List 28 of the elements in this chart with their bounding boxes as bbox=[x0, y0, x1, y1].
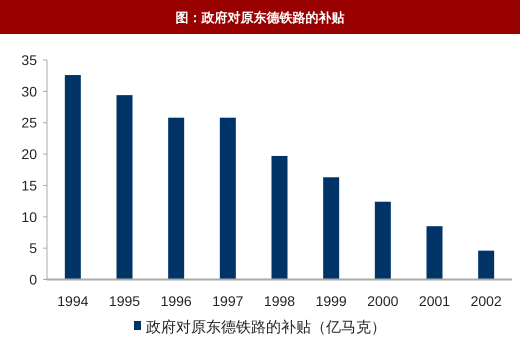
chart-title: 图：政府对原东德铁路的补贴 bbox=[176, 10, 344, 25]
y-tick-label: 10 bbox=[21, 208, 38, 225]
x-tick-label: 2000 bbox=[367, 293, 399, 309]
bar bbox=[220, 118, 236, 280]
y-tick-label: 15 bbox=[21, 177, 38, 194]
bar bbox=[374, 202, 391, 280]
x-tick-label: 1996 bbox=[160, 293, 192, 309]
y-tick-label: 0 bbox=[29, 272, 38, 288]
bar bbox=[116, 95, 132, 280]
x-tick-label: 2001 bbox=[418, 293, 450, 309]
y-tick-label: 5 bbox=[29, 240, 38, 256]
y-tick-label: 30 bbox=[21, 83, 38, 100]
x-tick-label: 1995 bbox=[108, 293, 140, 309]
bar bbox=[478, 250, 494, 280]
bar bbox=[272, 156, 288, 280]
y-tick-label: 35 bbox=[21, 52, 38, 68]
x-tick-label: 1997 bbox=[212, 293, 244, 309]
x-tick-label: 1998 bbox=[264, 293, 296, 309]
bar bbox=[64, 75, 81, 280]
x-tick-label: 2002 bbox=[470, 293, 502, 309]
y-tick-label: 20 bbox=[21, 146, 38, 162]
x-tick-label: 1994 bbox=[57, 293, 89, 309]
y-tick-label: 25 bbox=[21, 114, 38, 131]
bar bbox=[426, 226, 442, 280]
legend-label: 政府对原东德铁路的补贴（亿马克） bbox=[146, 319, 386, 336]
x-tick-label: 1999 bbox=[316, 293, 347, 309]
bar bbox=[323, 177, 340, 280]
bar bbox=[168, 118, 184, 280]
